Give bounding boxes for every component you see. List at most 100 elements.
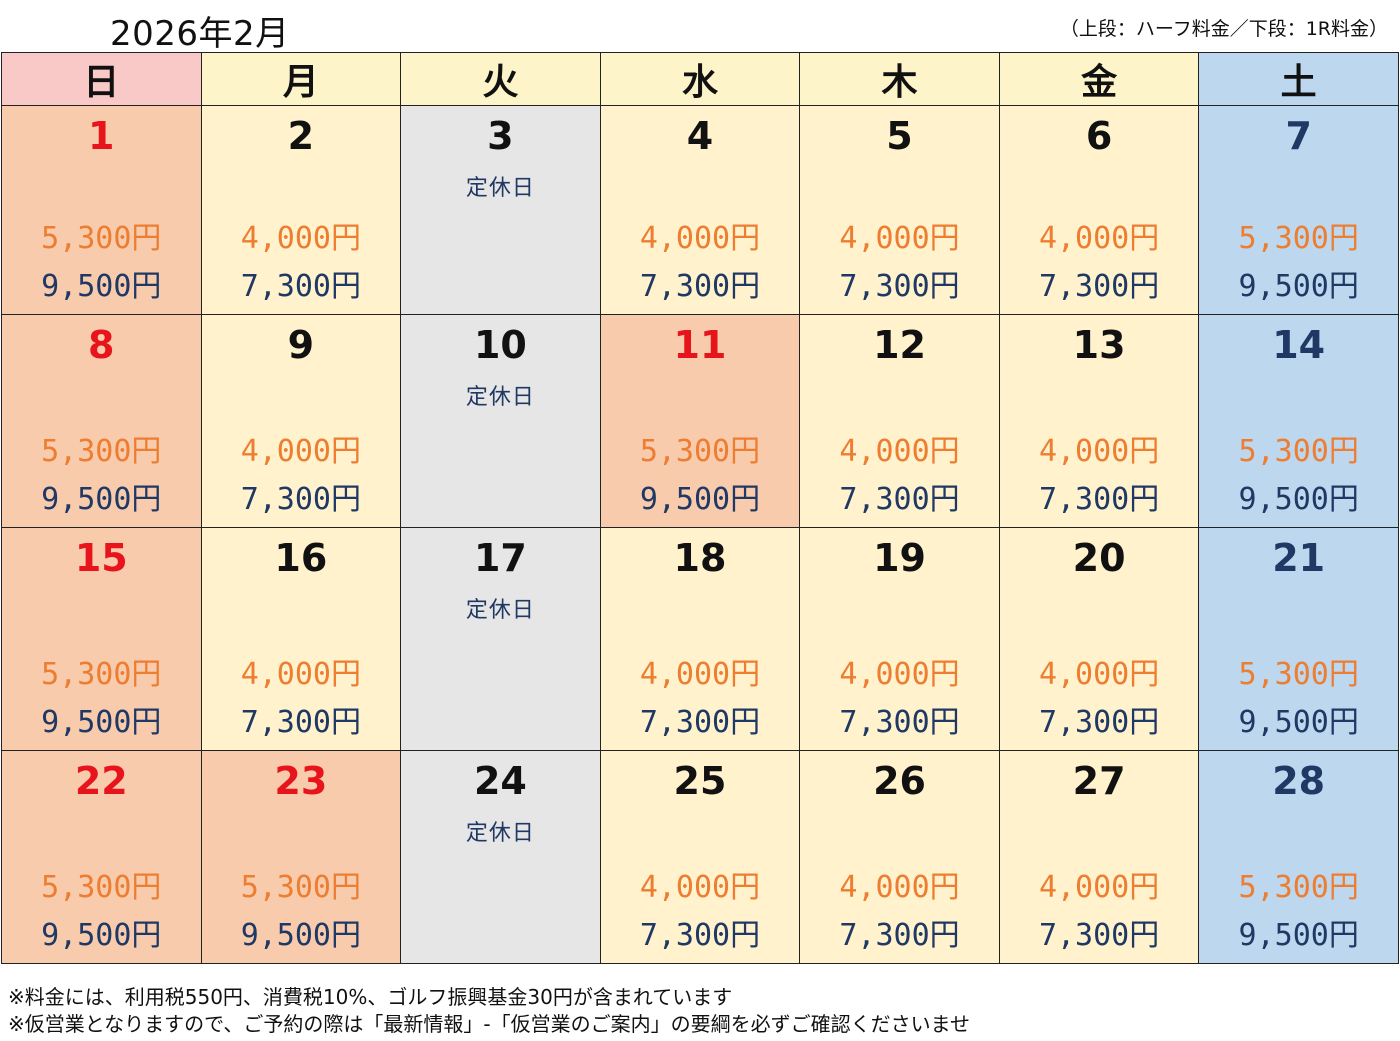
round-price: 9,500円 [1238, 918, 1359, 953]
round-price: 7,300円 [240, 705, 361, 740]
week-row: 22 5,300円 9,500円 23 5,300円 9,500円 24 定休日… [1, 750, 1399, 964]
day-number: 21 [1272, 536, 1326, 580]
closed-label: 定休日 [465, 598, 535, 623]
footnote-tax: ※料金には、利用税550円、消費税10%、ゴルフ振興基金30円が含まれています [8, 985, 733, 1009]
weekday-wednesday: 水 [599, 52, 801, 106]
day-cell[interactable]: 2 4,000円 7,300円 [200, 105, 402, 315]
day-cell-holiday[interactable]: 11 5,300円 9,500円 [599, 314, 801, 528]
day-number: 26 [873, 759, 926, 803]
price-legend: （上段：ハーフ料金／下段：1R料金） [1059, 18, 1388, 40]
day-number: 27 [1072, 759, 1126, 803]
day-cell-holiday[interactable]: 23 5,300円 9,500円 [200, 750, 402, 964]
day-cell[interactable]: 25 4,000円 7,300円 [599, 750, 801, 964]
half-price: 4,000円 [240, 657, 361, 692]
week-row: 8 5,300円 9,500円 9 4,000円 7,300円 10 定休日 1… [1, 314, 1399, 528]
weekday-header-row: 日 月 火 水 木 金 土 [1, 52, 1399, 106]
day-number: 9 [287, 323, 315, 367]
day-cell-closed: 3 定休日 [400, 105, 601, 315]
closed-label: 定休日 [465, 385, 535, 410]
week-row: 15 5,300円 9,500円 16 4,000円 7,300円 17 定休日… [1, 527, 1399, 751]
day-number: 14 [1272, 323, 1326, 367]
half-price: 4,000円 [1038, 434, 1160, 469]
round-price: 7,300円 [1038, 482, 1160, 517]
half-price: 4,000円 [839, 657, 960, 692]
day-number: 13 [1072, 323, 1126, 367]
half-price: 4,000円 [639, 221, 761, 256]
week-row: 1 5,300円 9,500円 2 4,000円 7,300円 3 定休日 4 … [1, 105, 1399, 315]
round-price: 7,300円 [1038, 918, 1160, 953]
day-cell[interactable]: 6 4,000円 7,300円 [998, 105, 1200, 315]
half-price: 4,000円 [1038, 221, 1160, 256]
half-price: 4,000円 [839, 221, 960, 256]
round-price: 9,500円 [41, 269, 162, 304]
half-price: 5,300円 [639, 434, 761, 469]
round-price: 7,300円 [839, 705, 960, 740]
day-cell[interactable]: 19 4,000円 7,300円 [799, 527, 1000, 751]
round-price: 9,500円 [41, 482, 162, 517]
round-price: 9,500円 [1238, 482, 1359, 517]
day-cell[interactable]: 20 4,000円 7,300円 [998, 527, 1200, 751]
round-price: 7,300円 [240, 269, 361, 304]
half-price: 4,000円 [839, 434, 960, 469]
weekday-tuesday: 火 [400, 52, 601, 106]
footnotes: ※料金には、利用税550円、消費税10%、ゴルフ振興基金30円が含まれています … [8, 984, 970, 1038]
day-cell[interactable]: 15 5,300円 9,500円 [1, 527, 202, 751]
half-price: 5,300円 [1238, 657, 1359, 692]
round-price: 7,300円 [839, 482, 960, 517]
price-calendar: 日 月 火 水 木 金 土 1 5,300円 9,500円 2 4,000円 7… [1, 52, 1399, 964]
day-cell[interactable]: 26 4,000円 7,300円 [799, 750, 1000, 964]
day-cell[interactable]: 13 4,000円 7,300円 [998, 314, 1200, 528]
day-cell-closed: 17 定休日 [400, 527, 601, 751]
day-cell[interactable]: 8 5,300円 9,500円 [1, 314, 202, 528]
day-cell[interactable]: 4 4,000円 7,300円 [599, 105, 801, 315]
calendar-title: 2026年2月 [110, 14, 290, 54]
half-price: 4,000円 [240, 434, 361, 469]
day-number: 5 [886, 114, 913, 158]
half-price: 4,000円 [639, 870, 761, 905]
day-number: 25 [673, 759, 727, 803]
day-cell-closed: 10 定休日 [400, 314, 601, 528]
half-price: 4,000円 [240, 221, 361, 256]
day-cell[interactable]: 12 4,000円 7,300円 [799, 314, 1000, 528]
day-cell[interactable]: 18 4,000円 7,300円 [599, 527, 801, 751]
weekday-sunday: 日 [1, 52, 202, 106]
day-number: 20 [1072, 536, 1126, 580]
day-cell[interactable]: 5 4,000円 7,300円 [799, 105, 1000, 315]
footnote-temporary-business: ※仮営業となりますので、ご予約の際は「最新情報」-「仮営業のご案内」の要綱を必ず… [8, 1012, 970, 1036]
round-price: 7,300円 [639, 269, 761, 304]
weekday-friday: 金 [998, 52, 1200, 106]
day-cell[interactable]: 14 5,300円 9,500円 [1198, 314, 1399, 528]
half-price: 5,300円 [41, 657, 162, 692]
round-price: 7,300円 [639, 918, 761, 953]
day-cell[interactable]: 28 5,300円 9,500円 [1198, 750, 1399, 964]
round-price: 7,300円 [1038, 269, 1160, 304]
round-price: 9,500円 [240, 918, 361, 953]
day-number: 8 [88, 323, 115, 367]
day-number: 19 [873, 536, 926, 580]
round-price: 7,300円 [839, 918, 960, 953]
day-number: 11 [673, 323, 727, 367]
half-price: 5,300円 [41, 870, 162, 905]
weekday-monday: 月 [200, 52, 402, 106]
day-cell[interactable]: 16 4,000円 7,300円 [200, 527, 402, 751]
day-number: 17 [473, 536, 527, 580]
round-price: 7,300円 [240, 482, 361, 517]
day-number: 12 [873, 323, 926, 367]
day-number: 3 [487, 114, 514, 158]
day-cell[interactable]: 9 4,000円 7,300円 [200, 314, 402, 528]
day-cell[interactable]: 1 5,300円 9,500円 [1, 105, 202, 315]
half-price: 4,000円 [1038, 657, 1160, 692]
round-price: 7,300円 [639, 705, 761, 740]
half-price: 5,300円 [240, 870, 361, 905]
round-price: 9,500円 [41, 705, 162, 740]
day-cell[interactable]: 21 5,300円 9,500円 [1198, 527, 1399, 751]
day-cell[interactable]: 22 5,300円 9,500円 [1, 750, 202, 964]
day-number: 10 [473, 323, 527, 367]
day-cell[interactable]: 27 4,000円 7,300円 [998, 750, 1200, 964]
day-number: 28 [1272, 759, 1326, 803]
day-number: 22 [74, 759, 128, 803]
half-price: 4,000円 [839, 870, 960, 905]
day-cell[interactable]: 7 5,300円 9,500円 [1198, 105, 1399, 315]
day-number: 16 [274, 536, 328, 580]
weekday-saturday: 土 [1198, 52, 1399, 106]
